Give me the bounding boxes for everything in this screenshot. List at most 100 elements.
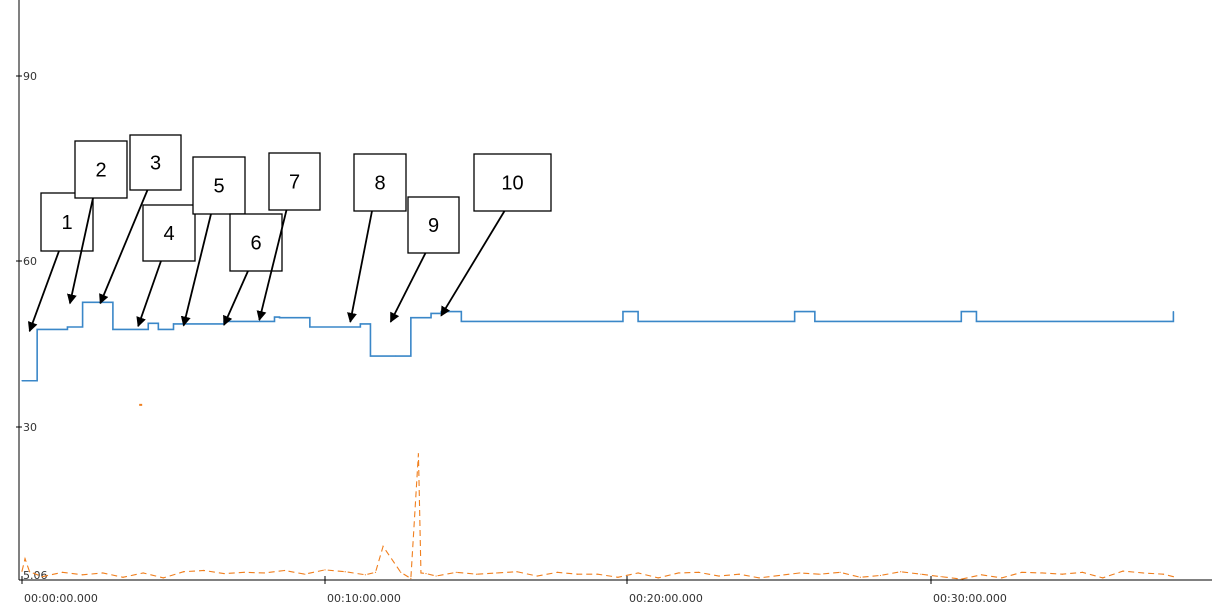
callout-box [353, 153, 407, 212]
x-axis: 00:00:00.000 00:10:00.000 00:20:00.000 0… [19, 576, 1212, 605]
series-1-point [960, 310, 962, 313]
series-1-point [359, 323, 361, 325]
series-2-point [203, 569, 205, 572]
series-2-point [496, 572, 498, 574]
series-2-point [1142, 572, 1144, 574]
callout-box [142, 204, 196, 262]
series-2-point [435, 575, 437, 577]
series-2-point [960, 578, 962, 580]
series-2-point [839, 571, 841, 573]
series-1-point [975, 320, 978, 323]
series-1-point [273, 316, 276, 318]
series-2-point [859, 576, 861, 578]
series-2-point [263, 572, 265, 574]
x-tick-label: 00:20:00.000 [629, 592, 703, 605]
series-1-point [460, 320, 462, 323]
series-1-point [21, 380, 23, 382]
callout-arrow [347, 210, 373, 323]
series-2-point [24, 558, 26, 560]
callout-1: 1 [27, 192, 94, 333]
callout-box [74, 140, 128, 199]
series-1-point [147, 322, 149, 324]
series-1-point [440, 310, 442, 313]
callout-8: 8 [347, 153, 407, 323]
series-2-point [41, 576, 43, 578]
series-2-point [61, 571, 64, 573]
callout-label: 8 [374, 173, 385, 195]
series-1-point [410, 317, 412, 319]
callout-6: 6 [223, 213, 283, 326]
y-axis: 5.06 30 60 90 [16, 0, 48, 582]
callout-label: 5 [213, 176, 224, 198]
series-1-point [622, 310, 624, 313]
series-2-point [410, 577, 412, 580]
series-1-point [309, 326, 311, 328]
series-2-point [183, 571, 185, 573]
callout-label: 2 [95, 160, 106, 182]
callout-label: 4 [163, 223, 174, 245]
series-2-point [102, 572, 104, 574]
series-1-point [31, 380, 33, 382]
annotation-layer: 1 2 3 4 5 6 7 8 9 10 [27, 134, 552, 333]
series-2-point [617, 576, 619, 578]
series-line-1 [22, 301, 1175, 382]
series-1-point [1172, 310, 1174, 313]
series-2-point [243, 571, 245, 573]
series-2-point [1001, 577, 1003, 579]
callout-5: 5 [180, 156, 246, 327]
x-tick-label: 00:30:00.000 [933, 592, 1007, 605]
series-2-point [122, 576, 124, 578]
series-1-point [172, 323, 175, 325]
callout-3: 3 [99, 134, 182, 305]
callout-box [192, 156, 246, 215]
series-2-point [1081, 571, 1084, 573]
callout-arrow [256, 209, 288, 322]
series-2-point [162, 577, 164, 579]
series-2-point [1122, 570, 1124, 572]
callout-10: 10 [440, 153, 552, 317]
callout-arrow [27, 250, 60, 333]
y-tick-label: 5.06 [23, 569, 48, 582]
series-1-point [104, 301, 106, 303]
y-tick-label: 90 [23, 70, 37, 83]
series-2-point [677, 572, 680, 574]
series-2-point [21, 570, 23, 572]
series-2-point [475, 573, 478, 575]
series-1-point [112, 328, 114, 331]
series-1-point [814, 320, 816, 323]
x-tick-label: 00:10:00.000 [327, 592, 401, 605]
series-2-point [304, 573, 306, 575]
series-2-point [799, 572, 801, 574]
series-2-point [718, 575, 720, 577]
series-1-point [369, 355, 372, 357]
callout-label: 3 [150, 153, 161, 175]
series-2-point [142, 572, 144, 574]
series-2-point [1061, 573, 1063, 575]
series-2-point [738, 573, 740, 575]
callout-arrow [389, 252, 427, 323]
y-tick-label: 30 [23, 421, 37, 434]
y-tick-label: 60 [23, 255, 37, 268]
series-2-point [284, 569, 286, 572]
series-2-point [455, 571, 457, 573]
series-2-point [364, 574, 366, 576]
series-1-point [395, 355, 397, 357]
series-2-point [374, 571, 377, 573]
series-2-point [879, 574, 882, 577]
callout-arrow [180, 213, 212, 327]
series-2-point [1172, 576, 1174, 578]
series-2-point [980, 574, 983, 576]
series-2-point [425, 572, 427, 575]
series-2-point [536, 575, 538, 577]
series-1-point [157, 328, 159, 331]
series-1-point [66, 326, 69, 328]
series-1-point [278, 317, 281, 319]
callout-9: 9 [389, 196, 460, 323]
x-tick-label: 00:00:00.000 [24, 592, 98, 605]
series-1-point [794, 310, 796, 313]
series-line-2 [21, 453, 1174, 580]
series-2-point [516, 571, 518, 573]
callout-label: 7 [289, 172, 300, 194]
series-2-point [400, 571, 402, 573]
